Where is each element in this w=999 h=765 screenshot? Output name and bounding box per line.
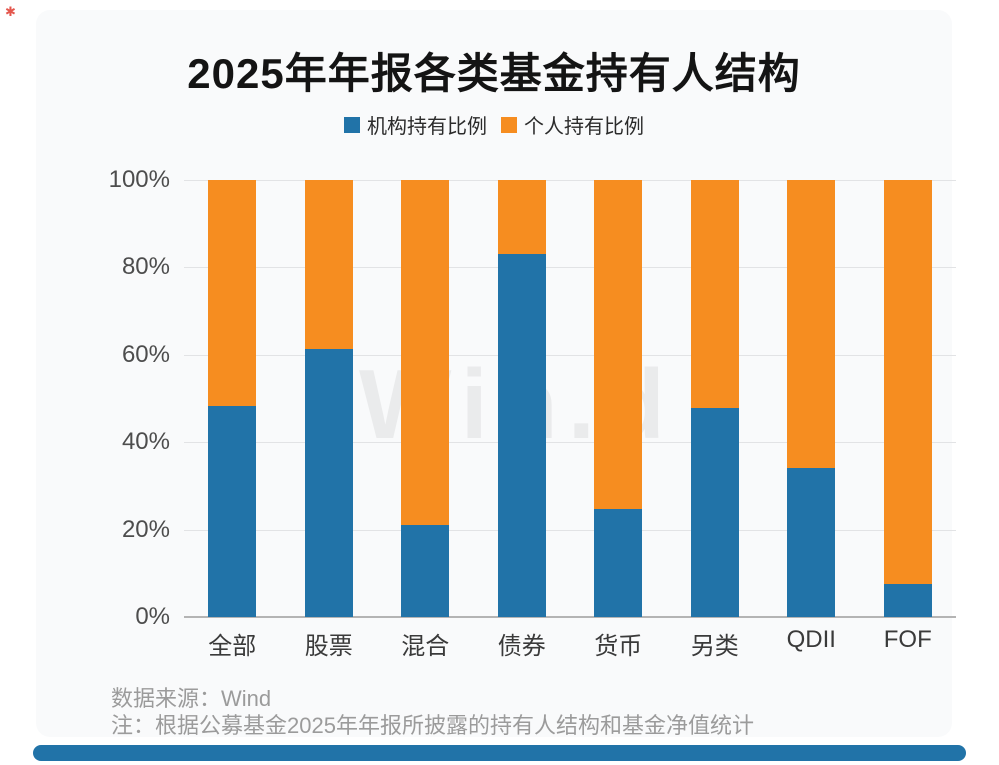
bar-另类 bbox=[690, 180, 739, 617]
legend-swatch-icon bbox=[501, 116, 517, 133]
segment-personal bbox=[401, 180, 450, 526]
note-text: 注：根据公募基金2025年年报所披露的持有人结构和基金净值统计 bbox=[111, 713, 754, 738]
bar-股票 bbox=[304, 180, 353, 617]
gridline bbox=[184, 442, 956, 444]
x-tick-label: 股票 bbox=[304, 633, 353, 660]
x-axis-line bbox=[184, 616, 956, 618]
x-axis-labels: 全部 股票 混合 债券 货币 另类 QDII FOF bbox=[184, 626, 956, 660]
segment-institutional bbox=[787, 468, 836, 617]
segment-institutional bbox=[690, 407, 739, 617]
x-tick-label: 混合 bbox=[401, 633, 450, 660]
x-tick-label: 全部 bbox=[208, 633, 257, 660]
y-tick-label: 40% bbox=[121, 428, 170, 456]
chart-card: 2025年年报各类基金持有人结构 机构持有比例 个人持有比例 0% 20% 40% 60… bbox=[36, 10, 956, 739]
legend-label: 个人持有比例 bbox=[524, 116, 644, 138]
segment-institutional bbox=[208, 406, 257, 617]
y-tick-label: 20% bbox=[121, 515, 170, 543]
segment-institutional bbox=[883, 583, 932, 617]
bar-全部 bbox=[208, 180, 257, 617]
segment-institutional bbox=[304, 349, 353, 617]
segment-personal bbox=[690, 180, 739, 408]
segment-personal bbox=[594, 180, 643, 510]
x-tick-label: 另类 bbox=[690, 633, 739, 660]
legend-swatch-icon bbox=[344, 116, 360, 133]
bar-QDII bbox=[787, 180, 836, 617]
y-tick-label: 100% bbox=[108, 166, 170, 193]
segment-personal bbox=[208, 180, 257, 407]
gridline bbox=[184, 529, 956, 531]
y-tick-label: 0% bbox=[135, 603, 170, 630]
legend: 机构持有比例 个人持有比例 bbox=[36, 110, 952, 139]
segment-institutional bbox=[401, 525, 450, 617]
bar-FOF bbox=[883, 180, 932, 617]
red-corner-mark: ✱ bbox=[5, 4, 16, 19]
y-tick-label: 80% bbox=[121, 253, 170, 281]
x-tick-label: 货币 bbox=[594, 633, 643, 660]
y-tick-label: 60% bbox=[121, 340, 170, 368]
legend-item: 个人持有比例 bbox=[501, 110, 644, 139]
gridline bbox=[184, 267, 956, 269]
bar-货币 bbox=[594, 180, 643, 617]
segment-personal bbox=[787, 180, 836, 469]
data-source-text: 数据来源：Wind bbox=[111, 686, 272, 711]
footer: 数据来源：Wind 注：根据公募基金2025年年报所披露的持有人结构和基金净值统… bbox=[111, 685, 754, 739]
bar-债券 bbox=[497, 180, 546, 617]
segment-personal bbox=[497, 180, 546, 255]
segment-personal bbox=[304, 180, 353, 350]
x-tick-label: 债券 bbox=[497, 633, 546, 660]
x-tick-label: QDII bbox=[786, 626, 836, 653]
x-tick-label: FOF bbox=[883, 626, 932, 653]
chart-title: 2025年年报各类基金持有人结构 bbox=[187, 50, 801, 97]
segment-institutional bbox=[594, 509, 643, 617]
plot-area: Win.d bbox=[184, 180, 956, 618]
bottom-accent-bar bbox=[33, 745, 966, 761]
legend-item: 机构持有比例 bbox=[344, 110, 487, 139]
bar-混合 bbox=[401, 180, 450, 617]
segment-personal bbox=[883, 180, 932, 584]
y-axis-labels: 0% 20% 40% 60% 80% 100% bbox=[86, 166, 170, 630]
segment-institutional bbox=[497, 254, 546, 617]
gridline bbox=[184, 354, 956, 356]
legend-label: 机构持有比例 bbox=[367, 116, 487, 138]
gridline bbox=[184, 180, 956, 181]
